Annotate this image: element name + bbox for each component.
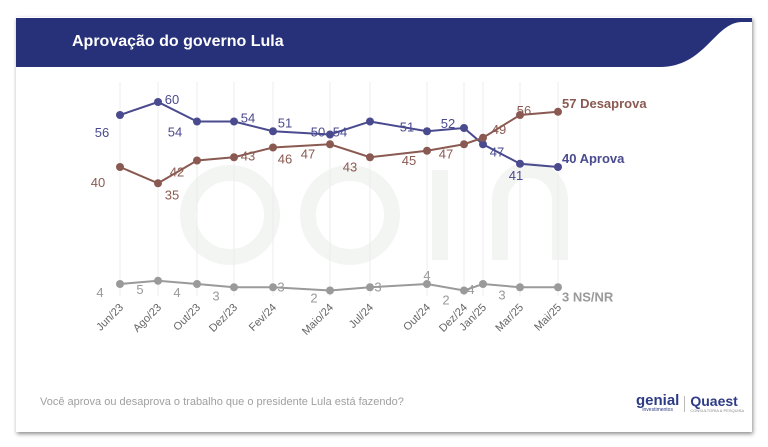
data-label: 47 (490, 144, 504, 159)
data-label: 3 (277, 279, 284, 294)
series-end-label: 3 NS/NR (562, 289, 614, 304)
data-label: 49 (492, 122, 506, 137)
x-tick-label: Maio/24 (300, 302, 336, 338)
x-tick-label: Fev/24 (247, 302, 279, 334)
x-tick-label: Mar/25 (493, 302, 526, 335)
data-point (269, 143, 277, 152)
page-title: Aprovação do governo Lula (72, 33, 284, 50)
data-point (366, 153, 374, 162)
data-point (193, 117, 201, 126)
x-tick-label: Out/24 (401, 302, 433, 334)
data-point (516, 159, 524, 168)
data-point (154, 98, 162, 106)
data-point (230, 283, 238, 292)
data-label: 50 (311, 125, 325, 140)
data-point (116, 111, 124, 119)
x-tick-label: Mai/25 (532, 302, 564, 334)
data-label: 54 (168, 125, 182, 140)
data-label: 51 (278, 115, 292, 130)
data-label: 41 (509, 168, 523, 183)
header-banner (16, 18, 752, 67)
data-label: 47 (301, 146, 315, 161)
survey-question: Você aprova ou desaprova o trabalho que … (40, 396, 404, 408)
x-tick-label: Dez/23 (207, 302, 240, 335)
data-point (230, 117, 238, 126)
series-end-label: 57 Desaprova (562, 96, 647, 111)
data-point (326, 130, 334, 139)
data-point (554, 283, 562, 292)
data-point (230, 153, 238, 162)
data-label: 4 (173, 285, 180, 300)
data-label: 46 (278, 152, 292, 167)
data-label: 35 (165, 187, 179, 202)
data-label: 56 (517, 103, 531, 118)
data-point (366, 117, 374, 126)
series-line-desaprova (119, 110, 559, 185)
data-label: 52 (441, 116, 455, 131)
data-label: 3 (374, 279, 381, 294)
x-tick-label: Out/23 (171, 302, 203, 334)
data-point (460, 124, 468, 132)
data-point (326, 286, 334, 295)
data-point (460, 286, 468, 295)
watermark-graphic (180, 162, 568, 265)
data-point (460, 140, 468, 149)
data-label: 56 (95, 125, 109, 140)
data-label: 42 (170, 165, 184, 180)
data-label: 4 (467, 282, 474, 297)
data-point (554, 163, 562, 171)
data-label: 43 (343, 159, 357, 174)
data-point (423, 146, 431, 155)
data-point (154, 179, 162, 188)
series-line-ns-nr (119, 279, 558, 292)
data-label: 5 (136, 282, 143, 297)
data-point (116, 280, 124, 288)
series-end-label: 40 Aprova (562, 151, 625, 166)
data-label: 60 (165, 92, 179, 107)
data-point (479, 133, 487, 142)
data-label: 47 (439, 146, 453, 161)
data-label: 54 (333, 125, 347, 140)
logos: genial investimentos Quaest CONSULTORIA & … (636, 392, 745, 413)
data-label: 40 (91, 175, 105, 190)
data-point (269, 283, 277, 292)
data-label: 4 (96, 285, 103, 300)
data-label: 45 (402, 153, 416, 168)
data-point (554, 107, 562, 116)
data-label: 3 (498, 287, 505, 302)
x-tick-label: Ago/23 (131, 302, 164, 335)
data-point (479, 280, 487, 288)
data-point (516, 111, 524, 119)
data-point (154, 276, 162, 285)
data-point (269, 127, 277, 136)
data-label: 4 (423, 268, 430, 283)
series-line-aprova (119, 100, 559, 168)
data-point (193, 280, 201, 288)
logo-divider (684, 395, 686, 412)
data-label: 51 (400, 119, 414, 134)
data-label: 54 (241, 111, 255, 126)
data-point (326, 140, 334, 149)
x-tick-label: Jun/23 (94, 302, 126, 334)
data-label: 2 (442, 293, 449, 308)
data-label: 43 (241, 148, 255, 163)
data-point (423, 127, 431, 136)
data-point (423, 280, 431, 288)
data-point (366, 283, 374, 292)
data-point (516, 283, 524, 292)
quaest-logo: Quaest CONSULTORIA & PESQUISA (690, 392, 745, 413)
data-label: 3 (212, 288, 219, 303)
data-point (479, 140, 487, 149)
data-point (116, 163, 124, 171)
data-point (193, 156, 201, 165)
genial-logo: genial investimentos (636, 392, 680, 413)
data-label: 2 (310, 291, 317, 306)
x-tick-label: Jul/24 (347, 302, 376, 331)
